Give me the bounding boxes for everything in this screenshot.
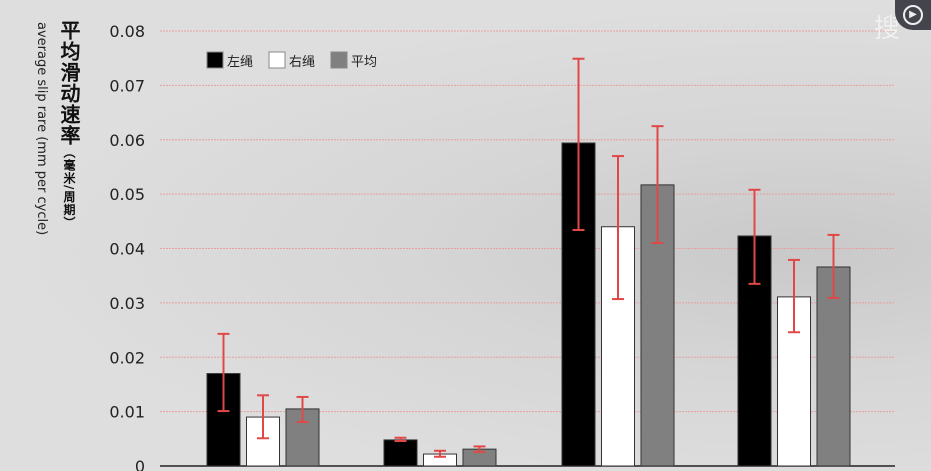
y-tick-label: 0.08 — [109, 22, 145, 41]
play-icon: ▶ — [903, 5, 923, 25]
legend-swatch — [268, 51, 286, 69]
y-tick-label: 0.07 — [109, 76, 145, 95]
y-tick-label: 0.04 — [109, 240, 145, 259]
play-button[interactable]: ▶ — [895, 0, 931, 30]
y-tick-label: 0.02 — [109, 348, 145, 367]
y-tick-label: 0.01 — [109, 403, 145, 422]
y-tick-label: 0 — [135, 457, 145, 471]
legend-swatch — [330, 51, 348, 69]
y-tick-label: 0.06 — [109, 131, 145, 150]
bar — [383, 439, 418, 467]
y-axis-label-cn: 平均滑动速率（毫米/周期） — [55, 20, 84, 229]
y-axis-unit: （毫米/周期） — [62, 146, 76, 230]
y-axis-title: 平均滑动速率 — [57, 20, 81, 146]
y-axis-label-en: average slip rare (mm per cycle) — [34, 22, 49, 236]
legend-label: 平均 — [351, 55, 377, 70]
legend-swatch — [206, 51, 224, 69]
legend-label: 右绳 — [289, 55, 315, 70]
legend-label: 左绳 — [227, 55, 253, 70]
y-tick-label: 0.05 — [109, 185, 145, 204]
y-tick-label: 0.03 — [109, 294, 145, 313]
